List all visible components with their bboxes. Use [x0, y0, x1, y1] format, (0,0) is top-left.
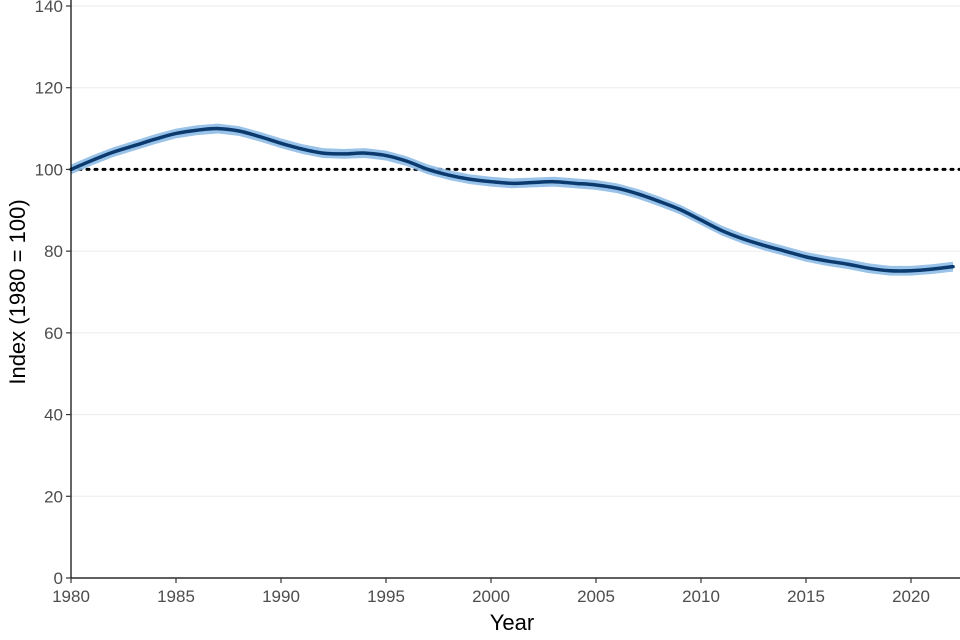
y-tick-label: 0	[54, 569, 63, 588]
data-point	[678, 207, 682, 211]
data-point	[216, 127, 220, 131]
data-point	[657, 199, 661, 203]
y-tick-label: 80	[44, 242, 63, 261]
data-point	[468, 177, 472, 181]
data-point	[384, 154, 388, 158]
data-point	[888, 269, 892, 273]
y-tick-label: 60	[44, 324, 63, 343]
confidence-band	[71, 123, 953, 276]
data-point	[951, 265, 955, 269]
data-point	[489, 180, 493, 184]
gridlines	[71, 5, 960, 497]
y-axis-title: Index (1980 = 100)	[5, 199, 30, 384]
data-point	[174, 131, 178, 135]
y-tick-label: 100	[35, 160, 63, 179]
x-tick-label: 1990	[262, 587, 300, 606]
series-layer	[69, 123, 955, 276]
data-point	[426, 167, 430, 171]
data-point	[762, 243, 766, 247]
data-point	[930, 267, 934, 271]
x-tick-label: 2005	[577, 587, 615, 606]
data-point	[111, 150, 115, 154]
x-tick-label: 1980	[52, 587, 90, 606]
y-tick-label: 20	[44, 487, 63, 506]
data-point	[300, 147, 304, 151]
data-point	[363, 151, 367, 155]
data-point	[720, 229, 724, 233]
data-point	[552, 180, 556, 184]
x-tick-label: 2015	[787, 587, 825, 606]
x-tick-label: 1995	[367, 587, 405, 606]
data-point	[90, 158, 94, 162]
data-point	[615, 186, 619, 190]
data-point	[909, 269, 913, 273]
data-point	[321, 151, 325, 155]
data-point	[447, 173, 451, 177]
data-point	[405, 159, 409, 163]
x-tick-label: 2000	[472, 587, 510, 606]
data-point	[258, 135, 262, 139]
data-point	[783, 249, 787, 253]
data-point	[825, 259, 829, 263]
data-point	[804, 255, 808, 259]
data-point	[573, 181, 577, 185]
data-point	[342, 152, 346, 156]
x-tick-label: 2010	[682, 587, 720, 606]
data-point	[846, 262, 850, 266]
series-line	[69, 126, 955, 273]
x-axis-ticks: 1980 1985 1990 1995 2000 2005 2010 2015 2020	[52, 578, 930, 606]
data-point	[279, 141, 283, 145]
x-tick-label: 2020	[892, 587, 930, 606]
x-axis-title: Year	[490, 610, 534, 635]
data-point	[594, 183, 598, 187]
y-tick-label: 40	[44, 406, 63, 425]
data-point	[531, 181, 535, 185]
data-point	[699, 218, 703, 222]
data-point	[741, 237, 745, 241]
y-tick-label: 120	[35, 79, 63, 98]
y-tick-label: 140	[35, 0, 63, 16]
data-point	[195, 128, 199, 132]
x-tick-label: 1985	[157, 587, 195, 606]
data-point	[867, 266, 871, 270]
data-point	[510, 181, 514, 185]
data-point	[132, 144, 136, 148]
data-point	[237, 129, 241, 133]
y-axis-ticks: 0 20 40 60 80 100 120 140	[35, 0, 71, 588]
data-point	[636, 192, 640, 196]
data-point	[153, 137, 157, 141]
